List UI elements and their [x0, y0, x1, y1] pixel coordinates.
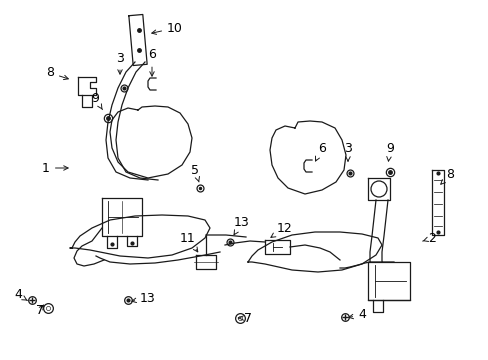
- Text: 11: 11: [180, 231, 197, 252]
- Text: 3: 3: [344, 141, 351, 161]
- Text: 1: 1: [42, 162, 68, 175]
- Text: 9: 9: [385, 141, 393, 161]
- Text: 13: 13: [132, 292, 156, 305]
- Text: 6: 6: [315, 141, 325, 161]
- Text: 5: 5: [191, 163, 199, 182]
- Text: 4: 4: [348, 309, 365, 321]
- Text: 10: 10: [151, 22, 183, 35]
- Text: 8: 8: [46, 67, 68, 80]
- Text: 13: 13: [234, 216, 249, 235]
- Text: 6: 6: [148, 49, 156, 76]
- Text: 7: 7: [238, 311, 251, 324]
- Text: 3: 3: [116, 51, 123, 74]
- Text: 2: 2: [422, 231, 435, 244]
- Text: 9: 9: [91, 91, 102, 109]
- Text: 8: 8: [440, 168, 453, 184]
- Text: 12: 12: [270, 221, 292, 237]
- Text: 7: 7: [36, 303, 44, 316]
- Text: 4: 4: [14, 288, 27, 302]
